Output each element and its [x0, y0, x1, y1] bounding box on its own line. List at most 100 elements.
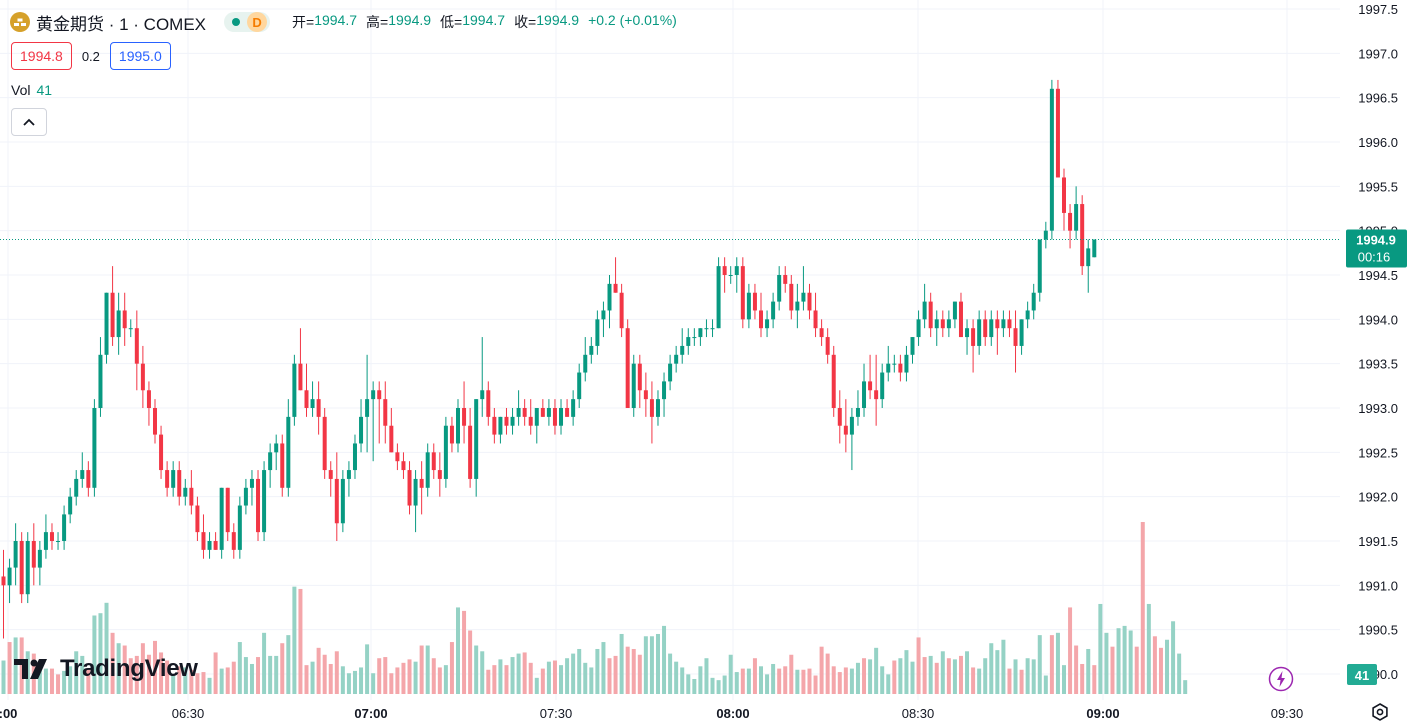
candlestick	[19, 532, 24, 604]
volume-bar	[668, 653, 673, 694]
candlestick	[843, 399, 848, 453]
volume-bar	[352, 670, 357, 694]
candlestick	[559, 399, 564, 435]
price-tick-label: 1994.0	[1358, 312, 1398, 327]
candlestick	[728, 266, 733, 284]
candlestick	[1043, 221, 1048, 249]
candlestick	[698, 328, 703, 346]
volume-bar	[740, 668, 745, 694]
candlestick	[710, 319, 715, 338]
time-axis[interactable]: :00 06:30 07:00 07:30 08:00 08:30 09:00 09:30	[0, 706, 1303, 721]
candlestick	[958, 292, 963, 338]
volume-bar	[522, 652, 527, 694]
volume-bar	[171, 675, 176, 694]
volume-bar	[1031, 659, 1036, 694]
volume-bar	[559, 665, 564, 694]
candlestick	[74, 470, 79, 506]
volume-bar	[1158, 647, 1163, 694]
volume-bar	[655, 633, 660, 694]
price-tick-label: 1994.5	[1358, 268, 1398, 283]
sell-price-button[interactable]: 1994.8	[11, 42, 72, 70]
candlestick	[286, 399, 291, 497]
last-price-value: 1994.9	[1356, 233, 1396, 248]
candlestick	[880, 363, 885, 408]
volume-bar	[431, 658, 436, 694]
volume-bar	[462, 610, 467, 694]
volume-bar	[401, 662, 406, 694]
candlestick	[243, 478, 248, 515]
volume-bar	[789, 654, 794, 694]
candlestick	[128, 319, 133, 338]
volume-bar	[498, 659, 503, 694]
volume-axis-value: 41	[1355, 668, 1369, 683]
volume-bar	[704, 658, 709, 694]
price-tick-label: 1997.5	[1358, 2, 1398, 17]
volume-legend: Vol 41	[11, 82, 52, 98]
candlestick	[1007, 310, 1012, 338]
candlestick	[789, 275, 794, 320]
spread-value: 0.2	[81, 48, 100, 64]
volume-bar	[995, 650, 1000, 694]
volume-bar	[7, 642, 12, 694]
candlestick	[607, 275, 612, 329]
low-value: 1994.7	[462, 12, 506, 28]
candlestick	[1025, 301, 1030, 329]
candlestick	[1031, 283, 1036, 320]
candlestick	[874, 354, 879, 426]
volume-bar	[619, 633, 624, 694]
candlestick	[371, 381, 376, 462]
candlestick	[171, 461, 176, 497]
candlestick	[401, 452, 406, 479]
candlestick	[62, 505, 67, 550]
candlestick	[413, 470, 418, 533]
volume-bar	[262, 632, 267, 694]
volume-bar	[692, 678, 697, 694]
candlestick	[292, 354, 297, 426]
volume-bar	[504, 665, 509, 694]
buy-price-button[interactable]: 1995.0	[109, 42, 171, 70]
candlestick	[207, 532, 212, 559]
volume-bar	[98, 613, 103, 694]
volume-bar	[425, 645, 430, 694]
symbol-title[interactable]: 黄金期货 · 1 · COMEX	[36, 14, 207, 34]
candlestick	[619, 283, 624, 338]
candlestick	[898, 354, 903, 382]
volume-bar	[831, 666, 836, 694]
candlestick	[449, 416, 454, 453]
volume-bar	[346, 673, 351, 694]
interval-badge: D	[247, 12, 268, 32]
tradingview-logo[interactable]: TradingView	[14, 655, 198, 683]
candlestick	[159, 425, 164, 479]
volume-bar	[298, 588, 303, 694]
logo-text: TradingView	[60, 655, 198, 682]
volume-bar	[916, 637, 921, 694]
volume-bar	[49, 668, 54, 694]
market-status-badge[interactable]: D	[224, 12, 271, 32]
lightning-icon[interactable]	[1268, 666, 1294, 692]
volume-bar	[1025, 658, 1030, 694]
candlestick	[201, 514, 206, 559]
candlestick	[225, 487, 230, 541]
volume-bar	[443, 665, 448, 694]
candlestick	[868, 354, 873, 400]
gear-icon[interactable]	[1370, 702, 1390, 722]
volume-bar	[286, 635, 291, 694]
price-tick-label: 1997.0	[1358, 46, 1398, 61]
volume-bar	[134, 655, 139, 694]
price-axis[interactable]: 1997.51997.01996.51996.01995.51995.01994…	[1358, 2, 1398, 682]
volume-bar	[1049, 635, 1054, 694]
volume-bar	[886, 674, 891, 694]
candlestick	[813, 292, 818, 338]
candlestick	[849, 408, 854, 471]
candlestick	[928, 292, 933, 338]
candlestick	[995, 310, 1000, 355]
volume-bar	[571, 653, 576, 694]
candlestick	[534, 408, 539, 444]
collapse-legend-button[interactable]	[11, 108, 47, 136]
volume-bar	[777, 668, 782, 694]
candlestick	[1086, 239, 1091, 293]
candlestick	[771, 292, 776, 329]
candlestick	[334, 452, 339, 541]
volume-bar	[910, 661, 915, 694]
